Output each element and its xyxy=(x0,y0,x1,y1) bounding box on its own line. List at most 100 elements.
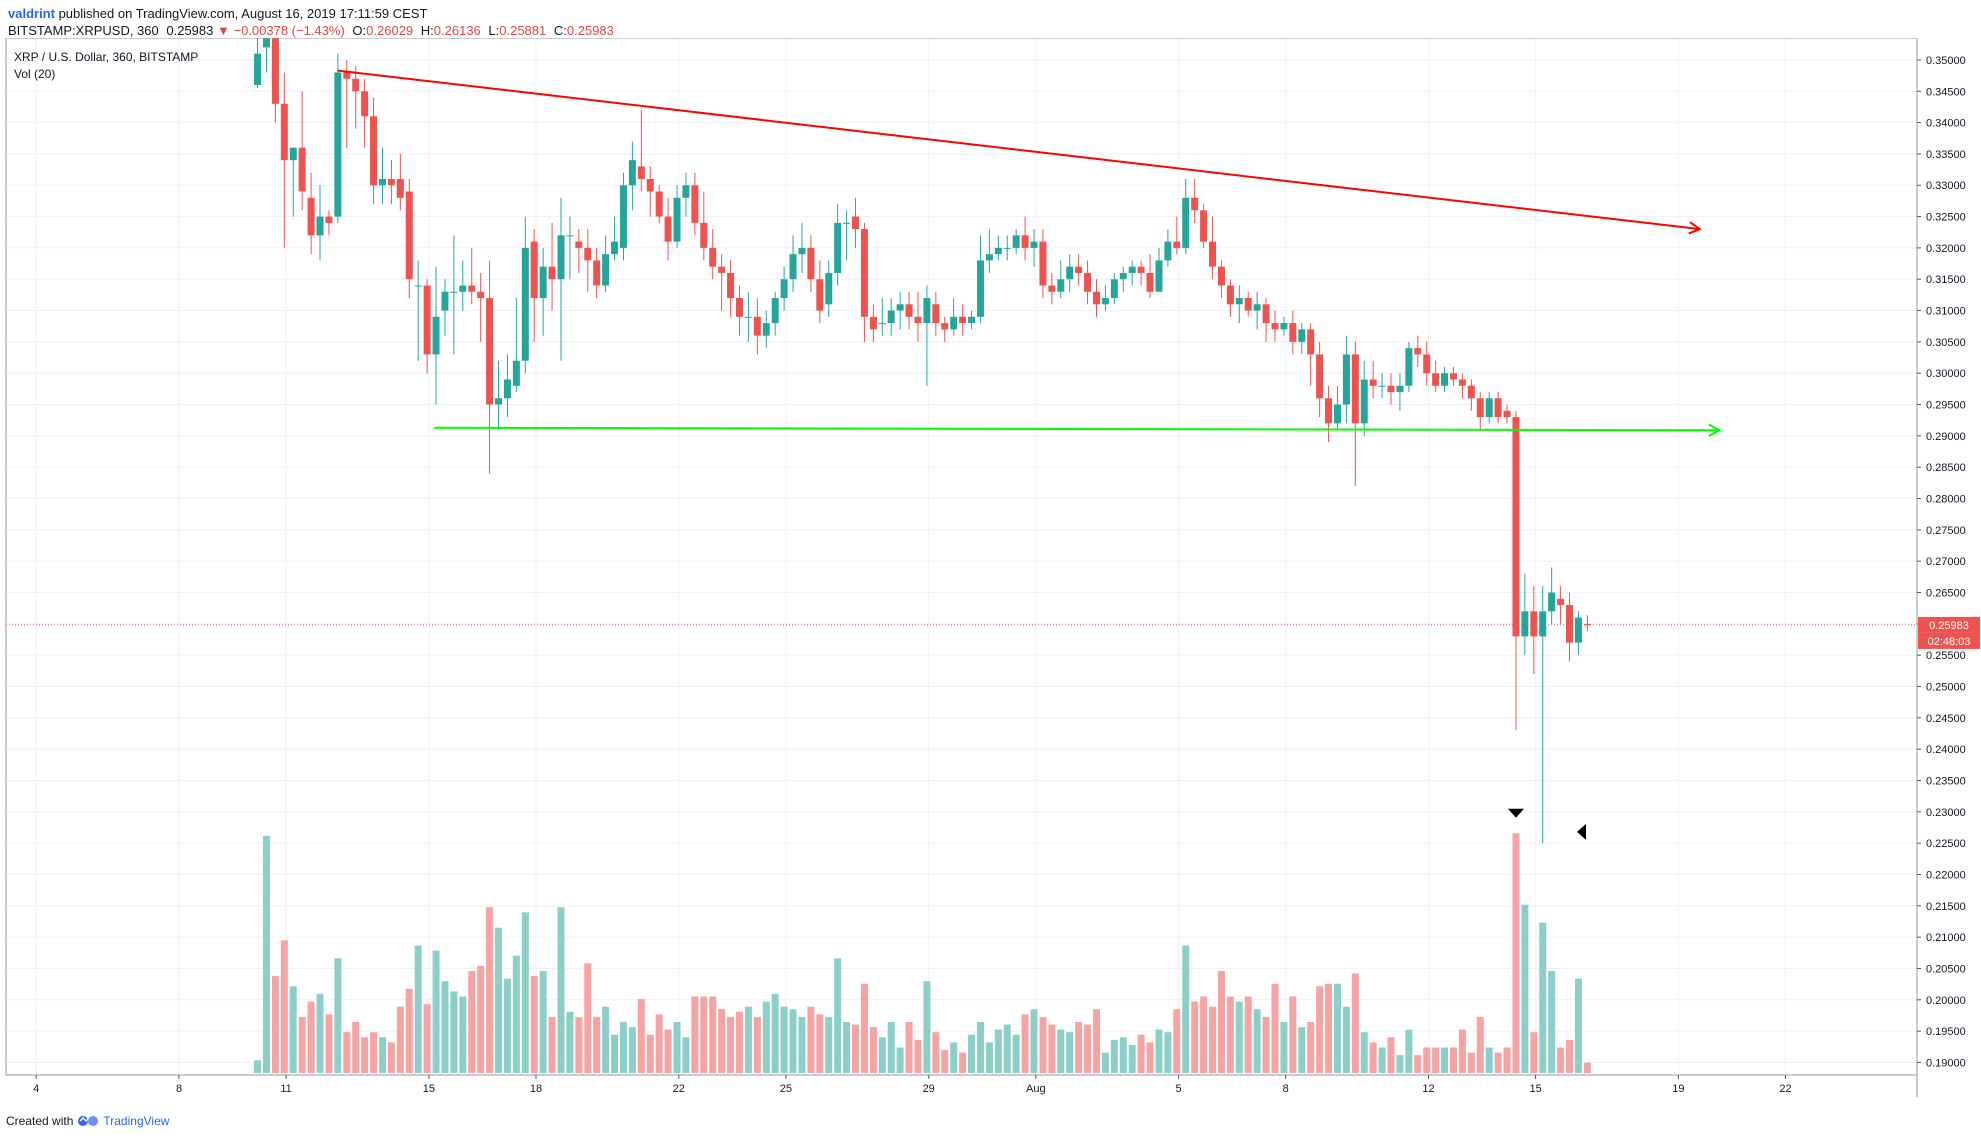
trend-lines[interactable] xyxy=(337,69,1722,840)
candle-down xyxy=(477,272,485,342)
candle-down xyxy=(1503,404,1511,424)
volume-bar xyxy=(602,1006,610,1073)
volume-bar xyxy=(1110,1039,1118,1073)
candle-down xyxy=(352,66,360,129)
footer: Created with TradingView xyxy=(6,1114,169,1128)
candle-up xyxy=(602,235,610,292)
candle-body xyxy=(1191,197,1199,211)
volume-bar xyxy=(1012,1034,1020,1073)
candle-body xyxy=(432,316,440,355)
volume-bar xyxy=(1048,1024,1056,1073)
volume-bar xyxy=(798,1016,806,1073)
candle-down xyxy=(1369,360,1377,399)
candle-body xyxy=(709,247,717,267)
candle-up xyxy=(1110,272,1118,305)
candle-body xyxy=(1583,623,1591,626)
volume-bar xyxy=(512,955,520,1073)
candle-body xyxy=(289,147,297,161)
candle-body xyxy=(1182,197,1190,248)
price-axis[interactable]: 0.19000 0.19500 0.20000 0.20500 0.21000 0.215… xyxy=(1917,55,1980,1070)
candle-body xyxy=(887,310,895,324)
candle-body xyxy=(780,279,788,299)
candle-down xyxy=(932,291,940,336)
candle-body xyxy=(655,191,663,217)
candle-body xyxy=(700,222,708,248)
candle-down xyxy=(1146,254,1154,299)
support-line[interactable] xyxy=(434,423,1722,437)
current-price-label: 0.25983 02:48:03 xyxy=(1918,616,1980,649)
candle-up xyxy=(334,53,342,223)
x-tick-label: 22 xyxy=(673,1083,685,1095)
time-axis[interactable]: 4 8 11 15 18 22 25 29 Aug 5 8 12 15 19 22 xyxy=(33,1075,1792,1095)
volume-bar xyxy=(450,991,458,1073)
candle-down xyxy=(486,260,494,474)
x-tick-label: Aug xyxy=(1026,1083,1046,1095)
volume-bar xyxy=(325,1014,333,1073)
volume-bar xyxy=(1244,996,1252,1073)
candle-up xyxy=(1396,373,1404,411)
volume-bar xyxy=(1209,1006,1217,1073)
candle-down xyxy=(718,254,726,311)
candle-down xyxy=(387,160,395,205)
x-tick-label: 18 xyxy=(530,1083,542,1095)
candle-down xyxy=(361,78,369,148)
candle-body xyxy=(593,260,601,286)
y-tick-label: 0.30500 xyxy=(1926,337,1966,349)
volume-bar xyxy=(905,1022,913,1073)
volume-bar xyxy=(271,976,279,1073)
y-tick-label: 0.28000 xyxy=(1926,494,1966,506)
candle-body xyxy=(1137,266,1145,273)
candle-down xyxy=(1191,178,1199,223)
candle-down xyxy=(1316,341,1324,418)
volume-bar xyxy=(316,993,324,1073)
volume-bar xyxy=(1521,904,1529,1073)
candle-body xyxy=(691,185,699,223)
volume-bar xyxy=(396,1006,404,1073)
candle-body xyxy=(584,247,592,261)
volume-bar xyxy=(673,1022,681,1073)
candle-down xyxy=(905,291,913,330)
volume-bar xyxy=(566,1011,574,1073)
x-tick-label: 25 xyxy=(780,1083,792,1095)
volume-bar xyxy=(1333,983,1341,1073)
price-chart[interactable]: 0.19000 0.19500 0.20000 0.20500 0.21000 0.215… xyxy=(0,9,1981,1118)
y-tick-label: 0.27000 xyxy=(1926,556,1966,568)
candle-body xyxy=(1449,373,1457,380)
close-value: 0.25983 xyxy=(566,23,614,38)
y-tick-label: 0.25500 xyxy=(1926,650,1966,662)
y-tick-label: 0.24500 xyxy=(1926,713,1966,725)
candle-body xyxy=(1333,404,1341,424)
candle-down xyxy=(1530,586,1538,674)
volume-bar xyxy=(1342,1006,1350,1073)
resistance-line[interactable] xyxy=(337,69,1702,235)
candle-body xyxy=(1512,417,1520,637)
candle-body xyxy=(619,185,627,248)
candle-body xyxy=(468,285,476,292)
candle-up xyxy=(1119,266,1127,292)
x-tick-label: 15 xyxy=(423,1083,435,1095)
candle-body xyxy=(994,247,1002,255)
candle-down xyxy=(1262,298,1270,342)
volume-bar xyxy=(1021,1014,1029,1073)
candle-body xyxy=(825,272,833,305)
candle-up xyxy=(1333,385,1341,430)
candle-body xyxy=(405,191,413,280)
candle-body xyxy=(1244,298,1252,311)
candle-up xyxy=(1128,260,1136,286)
volume-bar xyxy=(700,996,708,1073)
chart-area[interactable]: 0.19000 0.19500 0.20000 0.20500 0.21000 0.215… xyxy=(0,9,1981,1118)
high-value: 0.26136 xyxy=(433,23,481,38)
tradingview-brand[interactable]: TradingView xyxy=(103,1114,170,1128)
x-tick-label: 22 xyxy=(1779,1083,1791,1095)
candle-down xyxy=(1432,360,1440,393)
volume-bar xyxy=(1101,1052,1109,1073)
publisher-name[interactable]: valdrint xyxy=(8,6,55,21)
volume-bar xyxy=(280,940,288,1073)
candle-up xyxy=(1012,229,1020,255)
volume-bar xyxy=(950,1042,958,1073)
candle-body xyxy=(1235,298,1243,305)
volume-bar xyxy=(1378,1047,1386,1073)
plot-border xyxy=(5,37,1918,1076)
y-tick-label: 0.24000 xyxy=(1926,744,1966,756)
candle-up xyxy=(780,266,788,311)
